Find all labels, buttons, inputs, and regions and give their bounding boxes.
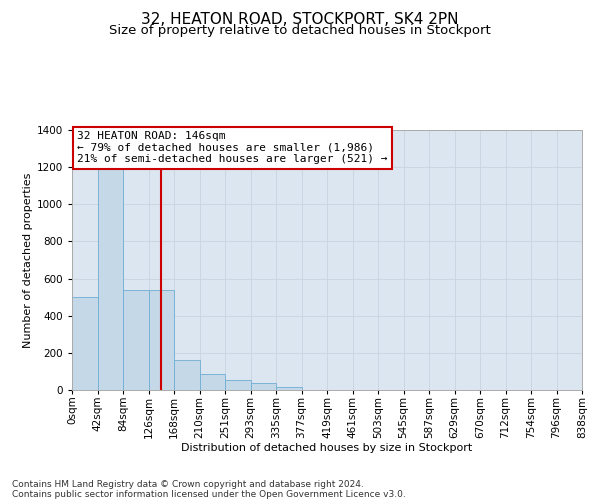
Text: Size of property relative to detached houses in Stockport: Size of property relative to detached ho… [109,24,491,37]
Bar [72,297,97,390]
Bar [97,156,123,390]
Y-axis label: Number of detached properties: Number of detached properties [23,172,32,348]
Text: Contains HM Land Registry data © Crown copyright and database right 2024.
Contai: Contains HM Land Registry data © Crown c… [12,480,406,500]
Bar [123,290,149,390]
Bar [276,387,302,390]
Bar [174,360,199,390]
Bar [149,290,174,390]
Text: 32, HEATON ROAD, STOCKPORT, SK4 2PN: 32, HEATON ROAD, STOCKPORT, SK4 2PN [141,12,459,28]
Text: 32 HEATON ROAD: 146sqm
← 79% of detached houses are smaller (1,986)
21% of semi-: 32 HEATON ROAD: 146sqm ← 79% of detached… [77,132,388,164]
Bar [251,382,276,390]
X-axis label: Distribution of detached houses by size in Stockport: Distribution of detached houses by size … [181,443,473,453]
Bar [225,380,251,390]
Bar [199,374,225,390]
